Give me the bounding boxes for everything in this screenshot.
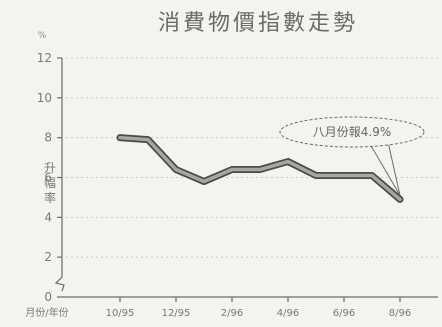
y-tick-label-1: 2	[44, 250, 52, 264]
callout-bubble	[279, 116, 425, 148]
annotation: 八月份報4.9%	[279, 116, 425, 196]
y-axis-label: 升幅率	[44, 161, 56, 205]
series-layer	[116, 134, 404, 203]
data-point-8	[342, 174, 346, 178]
data-point-0	[118, 136, 122, 140]
x-tick-label-3: 4/96	[277, 308, 299, 319]
x-tick-label-0: 10/95	[106, 308, 135, 319]
y-axis-break	[54, 276, 65, 292]
y-tick-label-6: 12	[37, 51, 52, 65]
callout-label: 八月份報4.9%	[313, 125, 392, 139]
x-axis-label: 月份/年份	[25, 306, 68, 319]
data-point-3	[202, 179, 206, 183]
axes: 升幅率	[44, 57, 438, 302]
y-tick-label-5: 10	[37, 91, 52, 105]
y-tick-label-0: 0	[44, 290, 52, 304]
data-point-10	[398, 197, 402, 201]
x-tick-label-2: 2/96	[221, 308, 243, 319]
y-tick-label-3: 6	[44, 171, 52, 185]
data-point-2	[174, 168, 178, 172]
data-point-7	[314, 174, 318, 178]
y-axis-label-char: 率	[44, 190, 56, 205]
y-axis-label-char: 升	[44, 161, 56, 175]
data-point-6	[286, 160, 290, 164]
y-tick-labels: 0 2 4 6 8 10 12	[37, 51, 52, 304]
x-tick-labels: 10/95 12/95 2/96 4/96 6/96 8/96	[106, 308, 412, 319]
y-tick-label-2: 4	[44, 210, 52, 224]
x-tick-label-5: 8/96	[389, 308, 411, 319]
y-unit-label: %	[38, 31, 47, 41]
x-tick-label-4: 6/96	[333, 308, 355, 319]
y-tick-label-4: 8	[44, 131, 52, 145]
data-point-1	[146, 138, 150, 142]
chart-title: 消費物價指數走勢	[158, 11, 358, 36]
x-tick-label-1: 12/95	[162, 308, 191, 319]
y-axis-label-char: 幅	[44, 175, 56, 190]
data-point-5	[258, 168, 262, 172]
callout-pointer	[369, 141, 401, 196]
data-point-4	[230, 168, 234, 172]
data-point-9	[370, 174, 374, 178]
